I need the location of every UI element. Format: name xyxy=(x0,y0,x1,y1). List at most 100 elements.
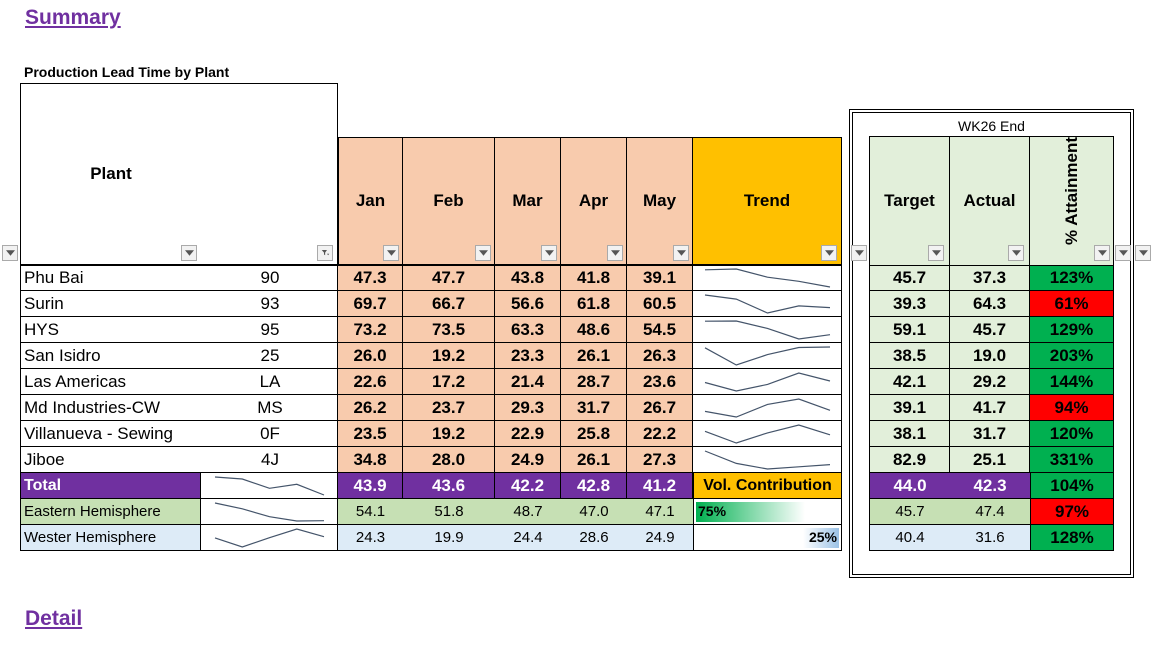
month-value-mar: 29.3 xyxy=(495,395,561,421)
attainment-value: 129% xyxy=(1030,317,1114,343)
summary-month-value: 42.2 xyxy=(495,473,561,499)
trend-sparkline xyxy=(704,268,831,288)
summary-actual-value: 31.6 xyxy=(950,525,1030,551)
summary-sparkline xyxy=(214,476,325,496)
summary-month-value: 24.4 xyxy=(495,525,561,551)
summary-sparkline xyxy=(214,502,325,522)
actual-value: 64.3 xyxy=(950,291,1030,317)
contribution-bar xyxy=(696,502,805,522)
month-value-feb: 73.5 xyxy=(403,317,495,343)
attainment-value: 94% xyxy=(1030,395,1114,421)
sparkline-series xyxy=(704,320,831,340)
summary-target-value: 40.4 xyxy=(869,525,950,551)
plant-code: MS xyxy=(250,395,290,421)
month-value-may: 22.2 xyxy=(627,421,693,447)
actual-value: 37.3 xyxy=(950,265,1030,291)
filter-dropdown-target[interactable] xyxy=(928,245,944,261)
contribution-value: 25% xyxy=(808,529,837,545)
summary-month-value: 43.9 xyxy=(338,473,403,499)
wk26-label: WK26 End xyxy=(869,116,1114,137)
month-value-apr: 26.1 xyxy=(561,447,627,473)
target-value: 39.3 xyxy=(869,291,950,317)
filter-dropdown-mar[interactable] xyxy=(541,245,557,261)
plant-code: 25 xyxy=(250,343,290,369)
plant-code: 90 xyxy=(250,265,290,291)
month-value-jan: 47.3 xyxy=(338,265,403,291)
actual-value: 19.0 xyxy=(950,343,1030,369)
actual-header-label: Actual xyxy=(963,191,1016,210)
contribution-cell: 75% xyxy=(693,499,842,525)
filter-dropdown-attainment[interactable] xyxy=(1094,245,1110,261)
trend-cell xyxy=(693,265,842,291)
filter-dropdown-may[interactable] xyxy=(673,245,689,261)
month-value-mar: 63.3 xyxy=(495,317,561,343)
summary-sparkline-cell xyxy=(201,499,338,525)
target-value: 42.1 xyxy=(869,369,950,395)
target-value: 39.1 xyxy=(869,395,950,421)
summary-heading[interactable]: Summary xyxy=(25,6,121,29)
filter-dropdown-code[interactable] xyxy=(317,245,333,261)
summary-sparkline xyxy=(214,528,325,548)
trend-header-label: Trend xyxy=(743,191,791,210)
row-label: Eastern Hemisphere xyxy=(20,499,201,525)
funnel-icon xyxy=(321,250,329,256)
trend-cell xyxy=(693,421,842,447)
attainment-value: 61% xyxy=(1030,291,1114,317)
month-header-label: May xyxy=(642,191,677,210)
attainment-value: 123% xyxy=(1030,265,1114,291)
filter-dropdown-extra2[interactable] xyxy=(1135,245,1151,261)
trend-cell xyxy=(693,369,842,395)
month-value-jan: 23.5 xyxy=(338,421,403,447)
wk26-frame xyxy=(849,109,1134,578)
summary-month-value: 41.2 xyxy=(627,473,693,499)
actual-value: 31.7 xyxy=(950,421,1030,447)
plant-name: Md Industries-CW xyxy=(20,395,260,421)
target-header: Target xyxy=(869,137,950,265)
filter-dropdown-actual[interactable] xyxy=(1008,245,1024,261)
filter-dropdown-blank[interactable] xyxy=(2,245,18,261)
target-value: 82.9 xyxy=(869,447,950,473)
sparkline-series xyxy=(214,528,325,548)
filter-dropdown-apr[interactable] xyxy=(607,245,623,261)
month-header-may: May xyxy=(627,137,693,265)
month-value-mar: 23.3 xyxy=(495,343,561,369)
attainment-value: 120% xyxy=(1030,421,1114,447)
sparkline-series xyxy=(704,398,831,418)
attainment-header: % Attainment xyxy=(1030,137,1114,265)
trend-cell xyxy=(693,291,842,317)
actual-value: 25.1 xyxy=(950,447,1030,473)
filter-dropdown-plant[interactable] xyxy=(181,245,197,261)
trend-sparkline xyxy=(704,398,831,418)
month-header-mar: Mar xyxy=(495,137,561,265)
actual-value: 45.7 xyxy=(950,317,1030,343)
month-value-feb: 47.7 xyxy=(403,265,495,291)
filter-dropdown-trend[interactable] xyxy=(821,245,837,261)
row-label: Total xyxy=(20,473,201,499)
filter-dropdown-spacer[interactable] xyxy=(851,245,867,261)
month-value-feb: 19.2 xyxy=(403,343,495,369)
month-value-apr: 26.1 xyxy=(561,343,627,369)
month-header-label: Apr xyxy=(578,191,609,210)
trend-header: Trend xyxy=(693,137,842,265)
filter-dropdown-feb[interactable] xyxy=(475,245,491,261)
month-value-may: 26.3 xyxy=(627,343,693,369)
chevron-down-icon xyxy=(1011,250,1021,256)
plant-name: Las Americas xyxy=(20,369,260,395)
month-value-jan: 26.0 xyxy=(338,343,403,369)
plant-row-spacer xyxy=(290,343,338,369)
trend-sparkline xyxy=(704,372,831,392)
summary-month-value: 19.9 xyxy=(403,525,495,551)
filter-dropdown-extra1[interactable] xyxy=(1115,245,1131,261)
chevron-down-icon xyxy=(386,250,396,256)
month-value-jan: 34.8 xyxy=(338,447,403,473)
attainment-header-label: % Attainment xyxy=(1061,137,1081,245)
row-label: Wester Hemisphere xyxy=(20,525,201,551)
chevron-down-icon xyxy=(1097,250,1107,256)
sparkline-series xyxy=(704,372,831,392)
detail-heading[interactable]: Detail xyxy=(25,607,83,630)
month-value-mar: 56.6 xyxy=(495,291,561,317)
filter-dropdown-jan[interactable] xyxy=(383,245,399,261)
summary-month-value: 51.8 xyxy=(403,499,495,525)
month-value-may: 23.6 xyxy=(627,369,693,395)
month-header-jan: Jan xyxy=(338,137,403,265)
